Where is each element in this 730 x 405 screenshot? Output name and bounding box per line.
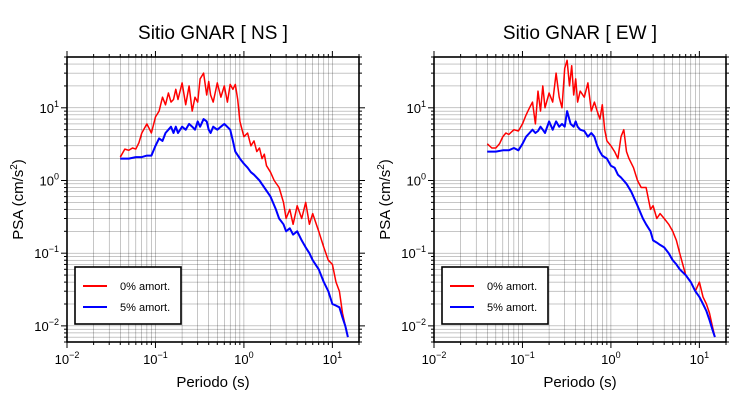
- legend-box: [441, 266, 549, 325]
- y-axis-label-sup: 2: [9, 164, 20, 170]
- x-tick-base: 10: [234, 352, 248, 367]
- legend-label-text: 5% amort.: [120, 302, 170, 314]
- x-tick-base: 10: [323, 352, 337, 367]
- y-tick-exp: 0: [421, 171, 426, 181]
- y-axis-label-text: PSA (cm/s: [377, 170, 394, 240]
- y-axis-label-close: ): [377, 159, 394, 164]
- y-tick-exp: −1: [49, 244, 59, 254]
- x-tick-base: 10: [510, 352, 524, 367]
- x-tick-label: 10−2: [55, 350, 80, 367]
- x-tick-label: 10−1: [143, 350, 168, 367]
- series-line-0: [486, 59, 716, 338]
- series-line-1: [487, 110, 716, 338]
- chart-title-text: Sitio GNAR [ EW ]: [503, 23, 657, 44]
- x-tick-exp: −1: [525, 350, 535, 360]
- y-tick-label: 101: [40, 99, 59, 116]
- y-tick-base: 10: [34, 246, 48, 261]
- x-tick-base: 10: [601, 352, 615, 367]
- y-axis-label: PSA (cm/s2): [376, 159, 394, 240]
- y-tick-label: 100: [40, 171, 59, 188]
- x-tick-exp: 1: [704, 350, 709, 360]
- y-tick-exp: −1: [416, 244, 426, 254]
- y-axis-label-text: PSA (cm/s: [10, 170, 27, 240]
- x-axis-label-text: Periodo (s): [176, 374, 249, 391]
- x-tick-exp: 0: [249, 350, 254, 360]
- x-tick-label: 101: [690, 350, 709, 367]
- x-tick-base: 10: [690, 352, 704, 367]
- x-tick-label: 100: [601, 350, 620, 367]
- plot-frame: [66, 56, 360, 343]
- x-axis-label: Periodo (s): [543, 374, 616, 391]
- legend-label-0: 0% amort.: [487, 281, 537, 293]
- y-tick-base: 10: [407, 173, 421, 188]
- y-tick-base: 10: [40, 173, 54, 188]
- y-tick-base: 10: [401, 319, 415, 334]
- x-axis-label-text: Periodo (s): [543, 374, 616, 391]
- y-tick-label: 101: [407, 99, 426, 116]
- y-tick-exp: −2: [416, 317, 426, 327]
- y-tick-label: 10−1: [401, 244, 426, 261]
- y-tick-label: 10−1: [34, 244, 59, 261]
- tick-marks: [61, 51, 365, 348]
- plot-frame: [433, 56, 727, 343]
- y-tick-exp: 0: [54, 171, 59, 181]
- y-tick-label: 10−2: [34, 317, 59, 334]
- tick-marks: [428, 51, 730, 348]
- x-tick-exp: 0: [616, 350, 621, 360]
- series-group: [486, 59, 716, 338]
- y-tick-exp: 1: [54, 99, 59, 109]
- chart-title: Sitio GNAR [ EW ]: [503, 23, 657, 44]
- x-tick-base: 10: [422, 352, 436, 367]
- chart-title-text: Sitio GNAR [ NS ]: [138, 23, 288, 44]
- x-tick-base: 10: [55, 352, 69, 367]
- x-tick-exp: 1: [337, 350, 342, 360]
- y-axis-label-close: ): [10, 159, 27, 164]
- legend-label-text: 5% amort.: [487, 302, 537, 314]
- chart-title: Sitio GNAR [ NS ]: [138, 23, 288, 44]
- x-tick-label: 10−1: [510, 350, 535, 367]
- y-axis-label-sup: 2: [376, 164, 387, 170]
- legend-box: [74, 266, 182, 325]
- legend-label-text: 0% amort.: [487, 281, 537, 293]
- legend-label-0: 0% amort.: [120, 281, 170, 293]
- y-tick-label: 10−2: [401, 317, 426, 334]
- y-tick-base: 10: [401, 246, 415, 261]
- y-tick-label: 100: [407, 171, 426, 188]
- x-tick-exp: −2: [69, 350, 79, 360]
- x-tick-label: 100: [234, 350, 253, 367]
- y-tick-exp: −2: [49, 317, 59, 327]
- legend: 0% amort. 5% amort.: [441, 266, 549, 325]
- legend-label-text: 0% amort.: [120, 281, 170, 293]
- series-line-1: [120, 118, 349, 338]
- series-group: [119, 72, 349, 338]
- series-line-0: [119, 72, 349, 338]
- y-axis-label: PSA (cm/s2): [9, 159, 27, 240]
- y-tick-base: 10: [34, 319, 48, 334]
- x-tick-base: 10: [143, 352, 157, 367]
- x-axis-label: Periodo (s): [176, 374, 249, 391]
- legend: 0% amort. 5% amort.: [74, 266, 182, 325]
- y-tick-base: 10: [40, 101, 54, 116]
- y-tick-exp: 1: [421, 99, 426, 109]
- x-tick-exp: −1: [158, 350, 168, 360]
- legend-label-1: 5% amort.: [487, 302, 537, 314]
- y-tick-base: 10: [407, 101, 421, 116]
- x-tick-label: 101: [323, 350, 342, 367]
- x-tick-exp: −2: [436, 350, 446, 360]
- x-tick-label: 10−2: [422, 350, 447, 367]
- legend-label-1: 5% amort.: [120, 302, 170, 314]
